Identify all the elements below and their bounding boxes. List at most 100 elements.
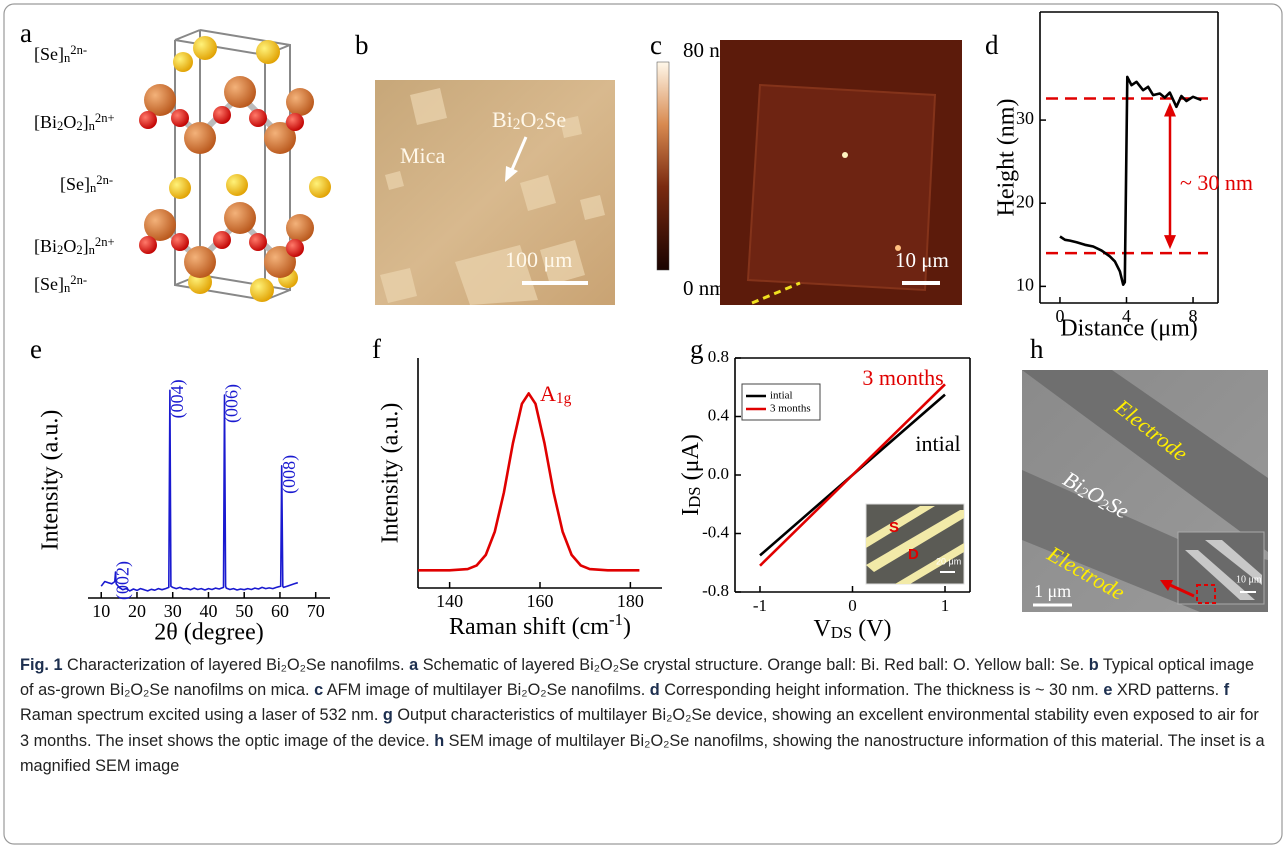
annotation: 3 months [862,365,943,390]
y-tick-label: 0.8 [708,347,729,366]
inset-label: D [908,546,919,563]
text-run: Se [544,107,566,132]
scale-label: 10 μm [895,248,949,272]
caption-label: h [434,732,444,750]
data-line [101,390,298,591]
y-tick-label: 0.0 [708,464,729,483]
text-run: O [63,236,76,256]
caption-text: Corresponding height information. The th… [660,681,1104,699]
image-label: Mica [400,143,445,168]
peak-label: (004) [167,379,188,418]
panel-label: a [20,18,32,48]
arrow-head [1164,235,1176,249]
legend-label: 3 months [770,403,811,415]
layer-label: [Se]n2n- [34,43,87,65]
figure-caption: Fig. 1 Characterization of layered Bi₂O₂… [20,653,1270,779]
caption-text: Characterization of layered Bi₂O₂Se nano… [63,656,410,674]
x-axis-label: Raman shift (cm-1) [449,610,631,639]
peak-label: (006) [222,384,243,423]
x-tick-label: 140 [436,591,463,611]
chart: e102030405060702θ (degree)Intensity (a.u… [30,334,330,645]
x-tick-label: 70 [307,601,325,621]
y-tick-label: -0.4 [702,522,729,541]
colorbar [657,62,669,270]
text-run: -1 [609,610,623,629]
text-run: 2 [513,116,521,133]
colorbar-label: 0 nm [683,276,726,300]
text-run: 2n- [96,173,113,187]
text-run: A [540,381,556,406]
panel-label: e [30,334,42,364]
data-line [418,393,639,570]
caption-label: Fig. 1 [20,656,63,674]
caption-text: Raman spectrum excited using a laser of … [20,706,383,724]
annotation: ~ 30 nm [1180,170,1253,195]
panel-label: c [650,30,662,60]
panel-label: g [690,334,704,364]
y-axis-label: Intensity (a.u.) [378,403,404,544]
text-run: Bi [492,107,513,132]
image-label: Bi2O2Se [492,107,566,133]
text-run: 2n+ [95,235,115,249]
inset-label: S [889,519,899,536]
peak-label: (002) [113,561,134,600]
text-run: (μA) [678,434,704,486]
caption-label: g [383,706,393,724]
text-run: [Bi [34,112,57,132]
peak-label: (008) [279,455,300,494]
panel-label: h [1030,334,1044,364]
panel-label: f [372,334,381,364]
y-tick-label: -0.8 [702,581,729,600]
x-tick-label: 10 [92,601,110,621]
text-run: DS [685,486,704,507]
y-axis-label: IDS (μA) [678,434,705,516]
caption-text: AFM image of multilayer Bi₂O₂Se nanofilm… [323,681,650,699]
panel-label: b [355,30,369,60]
caption-label: c [314,681,323,699]
text-run: 2n- [70,43,87,57]
caption-label: a [409,656,418,674]
annotation: A1g [540,381,572,407]
y-tick-label: 0.4 [708,405,730,424]
text-run: I [678,508,704,516]
text-run: [Bi [34,236,57,256]
scale-label: 1 μm [1034,581,1071,601]
x-tick-label: 20 [128,601,146,621]
y-tick-label: 10 [1016,274,1034,294]
text-run: [Se] [34,274,64,294]
x-tick-label: 0 [848,596,857,615]
text-run: 2n+ [95,111,115,125]
page: a [Se]n2n- [Bi2O2]n2n+ [Se]n2n- [Bi2O2]n… [0,0,1287,849]
x-tick-label: 60 [271,601,289,621]
y-axis-label: Height (nm) [994,99,1020,217]
text-run: ) [623,614,631,640]
x-tick-label: 160 [527,591,554,611]
text-run: (V) [852,616,891,642]
text-run: O [63,112,76,132]
scale-label: 100 μm [505,247,572,272]
text-run: 1g [556,390,572,407]
x-axis-label: 2θ (degree) [154,620,263,646]
text-run: V [813,616,831,642]
caption-label: f [1224,681,1229,699]
sem-image [1022,370,1268,612]
text-run: DS [831,623,852,642]
inset-label: 20 μm [936,556,961,566]
layer-label: [Bi2O2]n2n+ [34,235,115,257]
x-axis-label: Distance (μm) [1060,316,1197,342]
device-inset [866,504,964,584]
y-axis-label: Intensity (a.u.) [38,410,64,551]
layer-label: [Se]n2n- [60,173,113,195]
atoms [139,36,331,302]
x-tick-label: 1 [941,596,950,615]
x-axis-label: VDS (V) [813,616,891,643]
scale-label: 10 μm [1236,574,1262,585]
panel-label: d [985,30,999,60]
text-run: [Se] [60,174,90,194]
caption-label: b [1089,656,1099,674]
caption-text: Schematic of layered Bi₂O₂Se crystal str… [418,656,1089,674]
x-tick-label: 180 [617,591,644,611]
